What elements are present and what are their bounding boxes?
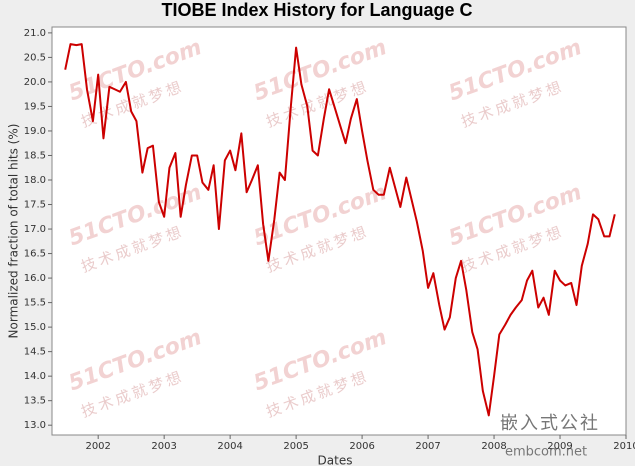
y-tick-label: 13.5 <box>24 396 46 407</box>
y-tick-label: 19.0 <box>24 126 46 137</box>
watermark: embcom.net <box>505 445 587 460</box>
y-tick-label: 15.5 <box>24 298 46 309</box>
y-tick-label: 17.5 <box>24 200 46 211</box>
y-tick-label: 21.0 <box>24 28 46 39</box>
chart-title: TIOBE Index History for Language C <box>161 0 472 20</box>
plot-area <box>51 26 627 436</box>
x-tick-label: 2004 <box>217 441 242 452</box>
y-tick-label: 17.0 <box>24 224 46 235</box>
y-tick-label: 14.0 <box>24 371 46 382</box>
x-tick-label: 2007 <box>415 441 440 452</box>
x-tick-label: 2005 <box>283 441 308 452</box>
y-tick-label: 13.0 <box>24 420 46 431</box>
y-tick-label: 19.5 <box>24 101 46 112</box>
x-tick-label: 2006 <box>349 441 374 452</box>
data-line <box>64 43 616 417</box>
x-tick-label: 2008 <box>481 441 506 452</box>
x-tick-label: 2003 <box>151 441 176 452</box>
y-tick-label: 16.0 <box>24 273 46 284</box>
y-tick-label: 18.0 <box>24 175 46 186</box>
y-tick-label: 14.5 <box>24 347 46 358</box>
x-axis-label: Dates <box>318 454 353 466</box>
y-tick-label: 16.5 <box>24 249 46 260</box>
y-tick-label: 15.0 <box>24 322 46 333</box>
watermark: 嵌入式公社 <box>500 413 600 434</box>
x-tick-label: 2002 <box>85 441 110 452</box>
x-tick-label: 2009 <box>547 441 572 452</box>
y-tick-label: 18.5 <box>24 150 46 161</box>
y-tick-label: 20.0 <box>24 77 46 88</box>
x-tick-label: 2010 <box>613 441 635 452</box>
y-axis-label: Normalized fraction of total hits (%) <box>7 124 21 339</box>
y-tick-label: 20.5 <box>24 52 46 63</box>
